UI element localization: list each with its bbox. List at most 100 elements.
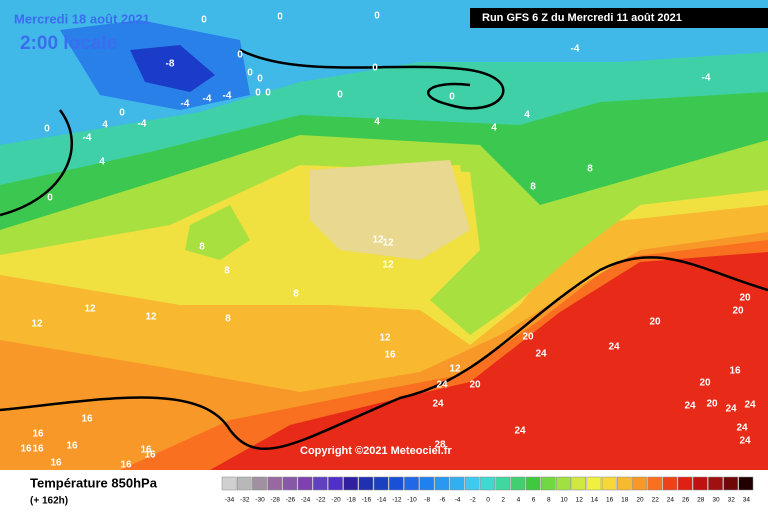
contour-label: 4 <box>99 157 105 168</box>
contour-label: 8 <box>587 164 593 175</box>
contour-label: 12 <box>382 260 394 271</box>
legend-label: 6 <box>532 497 536 504</box>
legend-label: -12 <box>392 497 402 504</box>
region <box>130 45 215 92</box>
legend-label: 0 <box>486 497 490 504</box>
legend-swatch <box>586 476 602 491</box>
legend-swatch <box>540 476 556 491</box>
legend-swatch <box>692 476 708 491</box>
legend-label: -18 <box>346 497 356 504</box>
legend-swatch <box>708 476 723 491</box>
legend-label: 12 <box>576 497 584 504</box>
legend-swatch <box>662 476 678 491</box>
legend-swatch <box>571 476 587 491</box>
contour-label: 0 <box>44 124 50 135</box>
legend-label: -26 <box>286 497 296 504</box>
contour-label: 0 <box>265 88 271 99</box>
legend-label: -32 <box>240 497 250 504</box>
contour-label: 12 <box>382 238 394 249</box>
contour-label: -4 <box>181 99 190 110</box>
contour-label: 24 <box>725 404 737 415</box>
legend-swatch <box>632 476 647 491</box>
legend-label: 26 <box>682 497 690 504</box>
legend-label: 4 <box>517 497 521 504</box>
contour-label: 24 <box>432 399 444 410</box>
legend-title: Température 850hPa <box>30 475 158 490</box>
legend-swatch <box>495 476 511 491</box>
contour-label: 16 <box>20 444 32 455</box>
copyright: Copyright ©2021 Meteociel.fr <box>300 445 452 457</box>
contour-label: -4 <box>702 73 711 84</box>
legend-swatch <box>419 476 435 491</box>
contour-label: -4 <box>203 94 212 105</box>
legend-swatch <box>677 476 693 491</box>
contour-label: 0 <box>374 11 380 22</box>
contour-label: 20 <box>699 378 711 389</box>
contour-label: 24 <box>684 401 696 412</box>
contour-label: 24 <box>608 342 620 353</box>
legend-label: 2 <box>501 497 505 504</box>
legend-label: -10 <box>407 497 417 504</box>
legend-swatch <box>358 476 374 491</box>
contour-line <box>0 48 768 451</box>
contour-label: 24 <box>535 349 547 360</box>
legend-label: -2 <box>470 497 476 504</box>
contour-label: 24 <box>514 426 526 437</box>
contour-label: 16 <box>66 441 78 452</box>
contour-label: 4 <box>374 117 380 128</box>
contour-label: 20 <box>732 306 744 317</box>
legend-swatch <box>480 476 495 491</box>
contour-label: 8 <box>224 266 230 277</box>
legend-label: 22 <box>652 497 660 504</box>
contour-label: 0 <box>237 50 243 61</box>
contour-label: 0 <box>201 15 207 26</box>
contour-label: 20 <box>522 332 534 343</box>
legend-label: -14 <box>377 497 387 504</box>
contour-label: 24 <box>744 400 756 411</box>
contour-label: 16 <box>50 458 62 469</box>
contour-label: 0 <box>277 12 283 23</box>
legend-swatch <box>723 476 739 491</box>
contour-label: -8 <box>166 59 175 70</box>
contour-label: 12 <box>372 235 384 246</box>
contour-label: 16 <box>81 414 93 425</box>
time: 2:00 locale <box>20 33 117 54</box>
legend-swatch <box>510 476 526 491</box>
contour-label: 16 <box>729 366 741 377</box>
contour-label: 8 <box>530 182 536 193</box>
contour-label: 12 <box>145 312 157 323</box>
legend-label: -16 <box>362 497 372 504</box>
contour-label: 16 <box>384 350 396 361</box>
contour-label: 20 <box>649 317 661 328</box>
contour-label: 4 <box>102 120 108 131</box>
contour-label: 4 <box>524 110 530 121</box>
contour-label: -4 <box>83 133 92 144</box>
contour-label: 8 <box>225 314 231 325</box>
legend-label: 10 <box>560 497 568 504</box>
legend-swatch <box>434 476 450 491</box>
contour-label: 0 <box>257 74 263 85</box>
contour-label: 0 <box>119 108 125 119</box>
legend-label: 16 <box>606 497 614 504</box>
contour-label: -4 <box>223 91 232 102</box>
legend-subtitle: (+ 162h) <box>30 496 68 507</box>
contour-label: -4 <box>571 44 580 55</box>
contour-label: 20 <box>739 293 751 304</box>
legend-scale: -34 -32 -30 -28 -26 -24 -22 -20 -18 -16 -14 -12 -10-… <box>221 476 754 504</box>
legend-swatch <box>252 476 267 491</box>
legend-swatch <box>601 476 617 491</box>
contour-label: 8 <box>293 289 299 300</box>
legend-label: 8 <box>547 497 551 504</box>
legend-swatch <box>282 476 298 491</box>
contour-label: 12 <box>31 319 43 330</box>
legend-label: -24 <box>301 497 311 504</box>
run-box <box>470 8 768 28</box>
legend-swatch <box>388 476 404 491</box>
contour-label: 16 <box>140 445 152 456</box>
region <box>310 160 470 260</box>
run: Run GFS 6 Z du Mercredi 11 août 2021 <box>482 12 682 24</box>
legend-swatch <box>616 476 632 491</box>
contour-label: 0 <box>372 63 378 74</box>
legend-swatch <box>647 476 663 491</box>
